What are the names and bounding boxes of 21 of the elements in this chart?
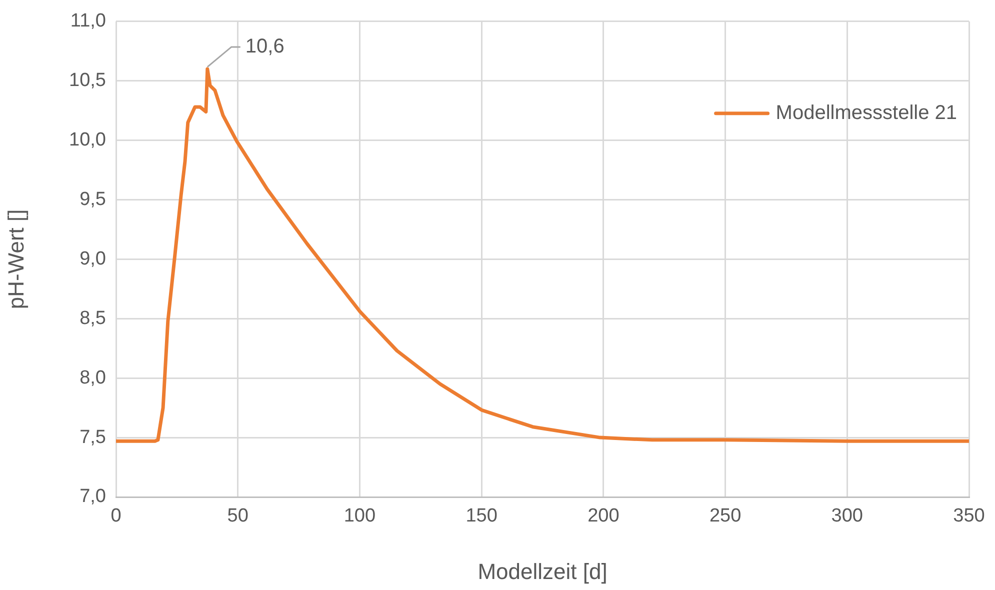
x-tick-label: 50 (227, 506, 248, 527)
x-tick-label: 100 (344, 506, 376, 527)
annotation: 10,6 (245, 35, 284, 58)
y-tick-label: 8,0 (80, 367, 106, 388)
legend-label: Modellmessstelle 21 (776, 102, 958, 124)
y-tick-label: 9,5 (80, 188, 106, 210)
x-tick-label: 250 (709, 506, 742, 527)
y-tick-label: 7,0 (80, 486, 106, 508)
y-tick-label: 8,5 (80, 308, 106, 329)
y-tick-label: 9,0 (80, 248, 106, 270)
x-tick-label: 0 (110, 506, 122, 527)
x-axis-title: Modellzeit [d] (478, 558, 608, 584)
x-tick-label: 150 (466, 506, 498, 527)
y-tick-label: 10,5 (69, 70, 106, 92)
y-axis-title: pH-Wert [] (3, 209, 28, 310)
y-tick-label: 7,5 (80, 426, 106, 448)
y-tick-label: 11,0 (70, 10, 106, 32)
x-tick-label: 300 (831, 506, 863, 527)
x-tick-label: 350 (953, 506, 985, 527)
x-tick-label: 200 (588, 506, 620, 527)
y-tick-label: 10,0 (69, 130, 106, 151)
